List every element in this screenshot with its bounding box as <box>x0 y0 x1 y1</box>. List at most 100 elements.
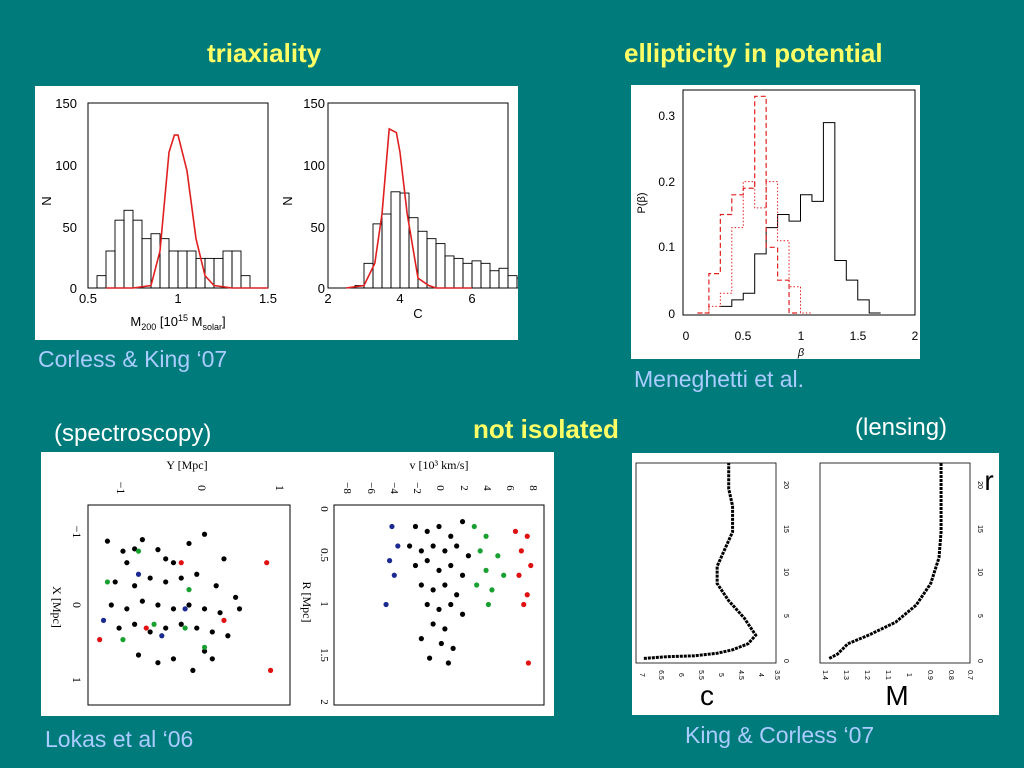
axis-label-y: R [Mpc] <box>300 582 314 623</box>
histogram-bar <box>186 250 197 289</box>
histogram-bar <box>489 270 500 289</box>
caption-lokas: Lokas et al ‘06 <box>45 726 194 752</box>
figure-corless-king: 0 50 100 150 0.5 1 1.5 N M200 [1015 Msol… <box>35 86 518 340</box>
tick-label: 0.7 <box>966 670 973 680</box>
histogram-bar <box>426 238 437 289</box>
data-point-green <box>120 637 126 643</box>
data-point-red <box>521 601 527 608</box>
histogram-bar <box>105 250 116 289</box>
data-point-red <box>525 660 532 666</box>
king-c-yticks: 0 5 10 15 20 <box>782 481 789 663</box>
data-point-black <box>124 606 130 612</box>
tick-label: 4.5 <box>737 670 744 680</box>
data-point-black <box>132 621 138 627</box>
data-point-black <box>201 531 208 537</box>
axis-label-x: C <box>413 306 422 321</box>
data-point-blue <box>391 572 397 578</box>
data-point-black <box>147 575 153 581</box>
data-point-black <box>442 582 448 588</box>
lokas-right-points <box>383 519 534 666</box>
data-point-black <box>418 548 424 554</box>
tick-label: 2 <box>458 485 470 491</box>
tick-label: 8 <box>527 485 539 491</box>
data-point-black <box>225 633 231 639</box>
data-point-green <box>485 601 492 608</box>
histogram-bar <box>123 209 134 289</box>
tick-label: 6 <box>677 673 684 677</box>
figure-meneghetti: 0 0.1 0.2 0.3 0 0.5 1 1.5 2 β P(β) <box>631 85 920 359</box>
tick-label: 5 <box>782 614 789 618</box>
tick-label: 0.9 <box>926 670 933 680</box>
tick-label: 5.5 <box>697 670 704 680</box>
data-point-black <box>163 579 169 585</box>
tick-label: 100 <box>303 158 325 173</box>
lokas-right-frame <box>333 504 545 706</box>
hist-right-axes: 0 50 100 150 2 4 6 N C <box>280 96 509 321</box>
data-point-black <box>436 606 442 612</box>
data-point-green <box>495 553 501 559</box>
tick-label: 10 <box>976 568 983 576</box>
king-m-curve <box>828 463 943 660</box>
histogram-bar <box>381 213 392 289</box>
data-point-black <box>209 656 215 662</box>
caption-meneghetti: Meneghetti et al. <box>634 366 805 392</box>
data-point-black <box>190 667 196 673</box>
data-point-black <box>201 648 208 654</box>
tick-label: 20 <box>976 481 983 489</box>
king-m-label: M <box>885 680 908 711</box>
tick-label: 0 <box>318 281 325 296</box>
tick-label: 0 <box>976 659 983 663</box>
data-point-blue <box>182 606 188 612</box>
histogram-bar <box>372 223 383 289</box>
data-point-black <box>132 583 138 589</box>
data-point-black <box>448 562 454 569</box>
tick-label: 0 <box>70 602 84 608</box>
data-point-blue <box>395 543 401 549</box>
tick-label: 50 <box>311 220 325 235</box>
histogram-bar <box>141 238 152 289</box>
data-point-black <box>445 660 452 666</box>
data-point-blue <box>383 601 389 608</box>
tick-label: 0.2 <box>658 175 675 189</box>
data-point-red <box>178 560 184 566</box>
tick-label: 0 <box>668 307 675 321</box>
data-point-black <box>236 606 243 612</box>
data-point-blue <box>135 571 142 577</box>
data-point-green <box>489 587 495 593</box>
histogram-bar <box>471 260 482 289</box>
king-m-frame <box>819 462 971 664</box>
data-point-black <box>132 546 138 552</box>
tick-label: 1 <box>273 485 287 491</box>
data-point-black <box>459 519 466 525</box>
histogram-bar <box>159 238 170 289</box>
tick-label: 1 <box>318 601 330 607</box>
data-point-blue <box>159 633 165 639</box>
figure-lokas: Y [Mpc] −1 0 1 −1 0 1 X [Mpc] v [10³ km/… <box>41 452 554 716</box>
data-point-black <box>120 548 126 554</box>
histogram-bar <box>114 219 125 289</box>
data-point-red <box>264 560 270 566</box>
data-point-black <box>186 540 192 547</box>
data-point-black <box>459 572 466 578</box>
heading-ellipticity: ellipticity in potential <box>624 38 883 68</box>
data-point-black <box>436 523 442 530</box>
king-c-curve <box>643 463 758 660</box>
tick-label: 0.8 <box>947 670 954 680</box>
data-point-black <box>116 625 122 631</box>
lokas-right-xticks: −8 −6 −4 −2 0 2 4 6 8 <box>341 482 539 494</box>
data-point-black <box>436 567 442 573</box>
histogram-bar <box>213 257 224 289</box>
tick-label: 1.3 <box>842 670 849 680</box>
label-lensing: (lensing) <box>855 414 948 441</box>
chart-corless-king: 0 50 100 150 0.5 1 1.5 N M200 [1015 Msol… <box>39 96 518 332</box>
data-point-black <box>213 583 219 589</box>
histogram-bar <box>96 275 107 289</box>
histogram-bar <box>390 191 401 289</box>
tick-label: 0.3 <box>658 109 675 123</box>
data-point-black <box>155 547 161 553</box>
tick-label: 2 <box>318 699 330 705</box>
data-point-black <box>406 543 413 549</box>
data-point-red <box>512 528 519 534</box>
data-point-black <box>209 629 215 635</box>
data-point-red <box>267 667 274 673</box>
